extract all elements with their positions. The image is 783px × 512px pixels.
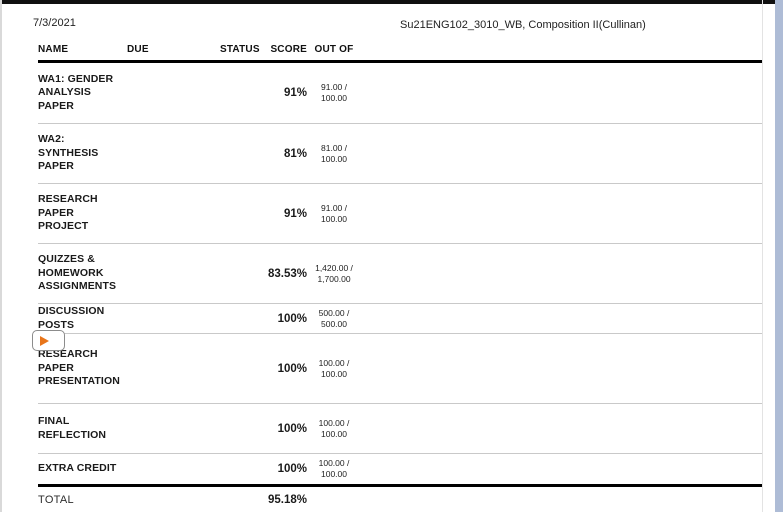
assignment-out-of: 91.00 / 100.00 — [321, 202, 347, 224]
assignment-out-of: 500.00 / 500.00 — [318, 307, 350, 329]
assignment-score: 100% — [277, 422, 307, 435]
assignment-out-of: 100.00 / 100.00 — [318, 357, 350, 379]
column-header-due: DUE — [127, 44, 149, 55]
table-row: WA1: GENDER ANALYSIS PAPER 91% 91.00 / 1… — [38, 63, 762, 124]
assignment-name: WA2: SYNTHESIS PAPER — [38, 133, 99, 173]
table-row: FINAL REFLECTION 100% 100.00 / 100.00 — [38, 404, 762, 454]
table-row: EXTRA CREDIT 100% 100.00 / 100.00 — [38, 454, 762, 487]
assignment-name: RESEARCH PAPER PRESENTATION — [38, 348, 120, 388]
column-header-out-of: OUT OF — [314, 44, 354, 55]
total-label: TOTAL — [38, 493, 74, 506]
assignment-out-of: 100.00 / 100.00 — [318, 417, 350, 439]
assignment-out-of: 81.00 / 100.00 — [321, 142, 347, 164]
assignment-score: 81% — [283, 147, 307, 160]
table-row: RESEARCH PAPER PRESENTATION 100% 100.00 … — [38, 334, 762, 404]
assignment-score: 100% — [277, 362, 307, 375]
assignment-name: FINAL REFLECTION — [38, 415, 107, 441]
window-top-bar — [0, 0, 776, 4]
assignment-score: 100% — [277, 463, 307, 475]
assignment-out-of: 1,420.00 / 1,700.00 — [315, 262, 353, 284]
table-row: QUIZZES & HOMEWORK ASSIGNMENTS 83.53% 1,… — [38, 244, 762, 304]
course-title: Su21ENG102_3010_WB, Composition II(Culli… — [400, 19, 646, 31]
page-left-border — [0, 0, 2, 512]
total-score: 95.18% — [267, 493, 307, 506]
assignment-score: 83.53% — [267, 267, 307, 280]
play-icon — [40, 335, 49, 346]
assignment-name: QUIZZES & HOMEWORK ASSIGNMENTS — [38, 253, 117, 293]
assignment-out-of: 91.00 / 100.00 — [321, 82, 347, 103]
assignment-score: 91% — [283, 87, 307, 99]
column-header-status: STATUS — [220, 44, 260, 55]
play-button[interactable] — [32, 330, 65, 351]
assignment-score: 91% — [283, 207, 307, 220]
table-row: DISCUSSION POSTS 100% 500.00 / 500.00 — [38, 304, 762, 334]
table-row: WA2: SYNTHESIS PAPER 81% 81.00 / 100.00 — [38, 124, 762, 184]
assignment-name: WA1: GENDER ANALYSIS PAPER — [38, 72, 114, 112]
total-row: TOTAL 95.18% — [38, 487, 762, 512]
assignment-name: EXTRA CREDIT — [38, 462, 117, 475]
page-right-border — [762, 0, 763, 512]
assignment-out-of: 100.00 / 100.00 — [318, 458, 350, 479]
column-header-score: SCORE — [270, 44, 307, 55]
vertical-scrollbar[interactable] — [775, 0, 783, 512]
report-date: 7/3/2021 — [33, 17, 76, 29]
column-header-name: NAME — [38, 44, 69, 55]
assignment-name: DISCUSSION POSTS — [38, 305, 105, 331]
assignment-score: 100% — [277, 312, 307, 325]
table-row: RESEARCH PAPER PROJECT 91% 91.00 / 100.0… — [38, 184, 762, 244]
assignment-name: RESEARCH PAPER PROJECT — [38, 193, 98, 233]
table-header-row: NAME DUE STATUS SCORE OUT OF — [38, 44, 762, 63]
grade-table: NAME DUE STATUS SCORE OUT OF WA1: GENDER… — [38, 44, 762, 512]
